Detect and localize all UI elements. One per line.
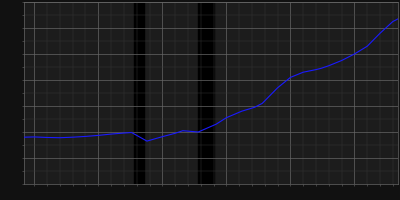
- Bar: [134, 2, 144, 184]
- Bar: [198, 2, 214, 184]
